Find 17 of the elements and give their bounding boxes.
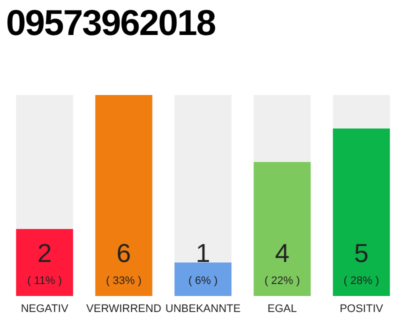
x-tick-label: VERWIRREND: [86, 302, 162, 315]
annotation: ( 22% ): [264, 275, 300, 287]
data-label: 1: [196, 238, 210, 268]
data-label: 6: [116, 238, 132, 268]
x-tick-label: NEGATIV: [20, 302, 69, 315]
bar: [174, 262, 232, 296]
annotation: ( 6% ): [188, 275, 218, 287]
data-label: 5: [354, 238, 369, 268]
chart-title: 09573962018: [6, 2, 216, 44]
annotation: ( 33% ): [106, 275, 142, 287]
x-tick-label: EGAL: [268, 302, 297, 315]
annotation: ( 28% ): [344, 275, 380, 287]
x-tick-label: UNBEKANNTE: [165, 302, 241, 315]
x-tick-label: POSITIV: [340, 302, 384, 315]
data-label: 4: [274, 238, 290, 268]
annotation: ( 11% ): [27, 275, 62, 287]
data-label: 2: [37, 238, 52, 268]
